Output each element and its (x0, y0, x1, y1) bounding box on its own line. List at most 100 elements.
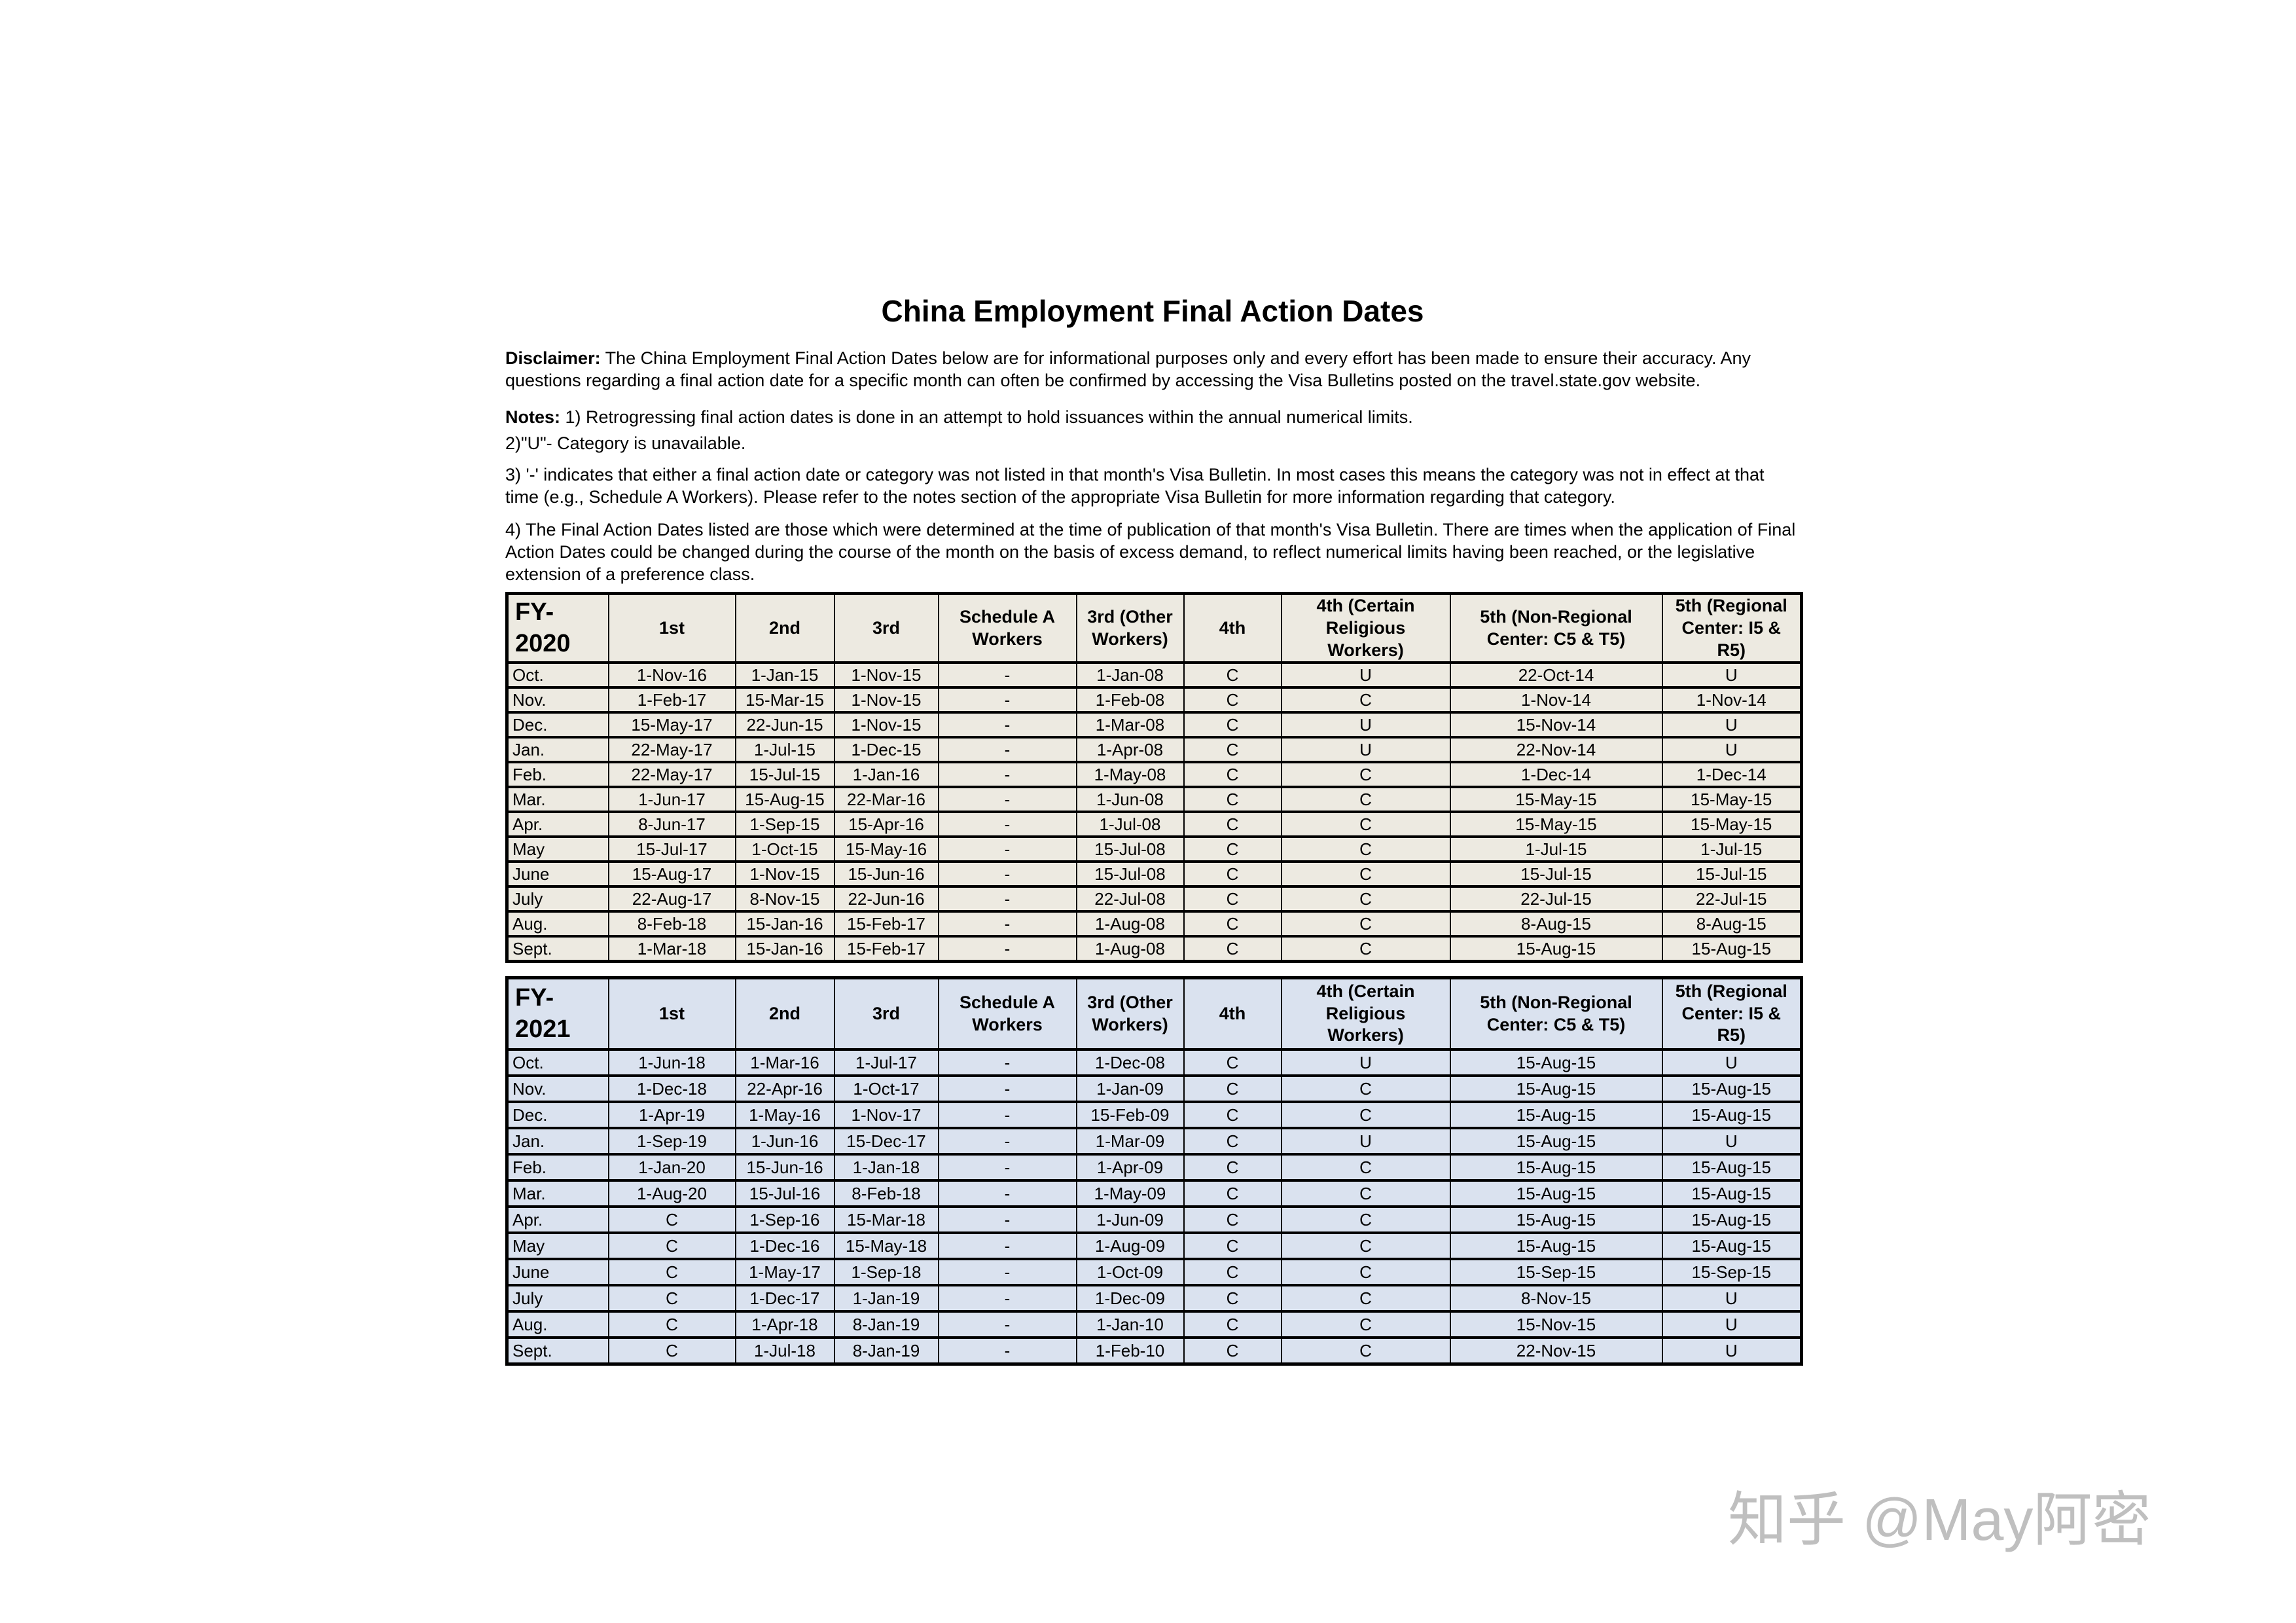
data-cell: 15-May-15 (1661, 811, 1803, 839)
data-cell: C (1183, 835, 1282, 864)
data-cell: U (1661, 661, 1803, 689)
data-cell: 15-Aug-15 (1449, 1231, 1663, 1261)
data-cell: 22-Jul-08 (1075, 885, 1185, 913)
column-header: 1st (607, 976, 736, 1051)
month-cell: Oct. (506, 661, 609, 689)
data-cell: C (1280, 1205, 1451, 1235)
month-cell: Aug. (506, 1310, 609, 1340)
column-header: 5th (Non-Regional Center: C5 & T5) (1449, 592, 1663, 665)
data-cell: 1-Jan-10 (1075, 1310, 1185, 1340)
data-cell: 15-Aug-15 (1449, 1101, 1663, 1130)
data-cell: 15-Aug-15 (1661, 1153, 1803, 1182)
data-cell: 22-Oct-14 (1449, 661, 1663, 689)
data-cell: C (607, 1231, 736, 1261)
table-row: Oct. 1-Jun-18 1-Mar-16 1-Jul-17-1-Dec-08 C U 1… (506, 1048, 1803, 1078)
data-cell: 1-Nov-14 (1449, 686, 1663, 714)
data-cell: C (1280, 1310, 1451, 1340)
month-cell: June (506, 1258, 609, 1287)
data-cell: 15-Aug-15 (1449, 1127, 1663, 1156)
note-2: 2)"U"- Category is unavailable. (505, 433, 746, 453)
data-cell: - (937, 761, 1077, 789)
data-cell: C (1280, 1153, 1451, 1182)
table-row: Nov. 1-Dec-18 22-Apr-16 1-Oct-17-1-Jan-09 C C… (506, 1074, 1803, 1104)
fy-2021-table: FY-2021 1st 2nd 3rd Schedule A Workers 3rd (O… (505, 976, 1803, 1366)
data-cell: C (1183, 686, 1282, 714)
data-cell: C (1280, 1336, 1451, 1366)
month-cell: May (506, 1231, 609, 1261)
data-cell: 15-May-15 (1449, 786, 1663, 814)
data-cell: 1-Jan-09 (1075, 1074, 1185, 1104)
data-cell: 15-Dec-17 (833, 1127, 939, 1156)
data-cell: U (1280, 736, 1451, 764)
data-cell: 1-May-08 (1075, 761, 1185, 789)
data-cell: - (937, 1258, 1077, 1287)
fiscal-year-label: FY-2020 (506, 592, 609, 665)
data-cell: 1-Nov-15 (833, 661, 939, 689)
data-cell: 1-Jun-17 (607, 786, 736, 814)
column-header: 5th (Regional Center: I5 & R5) (1661, 592, 1803, 665)
data-cell: 1-Jan-19 (833, 1284, 939, 1313)
data-cell: 22-Jul-15 (1661, 885, 1803, 913)
data-cell: C (1280, 860, 1451, 888)
data-cell: C (1183, 761, 1282, 789)
data-cell: 1-Aug-08 (1075, 910, 1185, 938)
table-row: Aug. 8-Feb-18 15-Jan-16 15-Feb-17-1-Aug-08 C… (506, 910, 1803, 938)
data-cell: 1-Jan-08 (1075, 661, 1185, 689)
data-cell: 15-Aug-15 (1661, 935, 1803, 963)
data-cell: C (1183, 1153, 1282, 1182)
data-cell: 15-Aug-15 (1661, 1205, 1803, 1235)
data-cell: 8-Nov-15 (734, 885, 835, 913)
data-cell: 1-Oct-15 (734, 835, 835, 864)
data-cell: 8-Feb-18 (607, 910, 736, 938)
data-cell: 1-Apr-08 (1075, 736, 1185, 764)
data-cell: 15-Jul-15 (1449, 860, 1663, 888)
data-cell: 1-Mar-16 (734, 1048, 835, 1078)
data-cell: 15-Jul-16 (734, 1179, 835, 1209)
data-cell: U (1280, 1048, 1451, 1078)
data-cell: - (937, 1336, 1077, 1366)
data-cell: - (937, 1048, 1077, 1078)
data-cell: 15-Aug-15 (1661, 1101, 1803, 1130)
month-cell: Jan. (506, 736, 609, 764)
table-row: Aug. C 1-Apr-18 8-Jan-19-1-Jan-10 C C 15-Nov-1… (506, 1310, 1803, 1340)
month-cell: Sept. (506, 1336, 609, 1366)
month-cell: May (506, 835, 609, 864)
data-cell: 1-Nov-15 (833, 686, 939, 714)
data-cell: U (1661, 1310, 1803, 1340)
data-cell: C (1183, 1205, 1282, 1235)
table-row: Sept. 1-Mar-18 15-Jan-16 15-Feb-17-1-Aug-08… (506, 935, 1803, 963)
data-cell: 1-Dec-18 (607, 1074, 736, 1104)
data-cell: 1-Oct-09 (1075, 1258, 1185, 1287)
data-cell: 1-Dec-17 (734, 1284, 835, 1313)
month-cell: Feb. (506, 1153, 609, 1182)
header-row: FY-2021 1st 2nd 3rd Schedule A Workers 3rd (O… (506, 976, 1803, 1051)
data-cell: U (1661, 1048, 1803, 1078)
data-cell: 15-Feb-17 (833, 935, 939, 963)
data-cell: 1-Jun-08 (1075, 786, 1185, 814)
data-cell: 1-Aug-09 (1075, 1231, 1185, 1261)
month-cell: Feb. (506, 761, 609, 789)
data-cell: - (937, 1153, 1077, 1182)
data-cell: C (1280, 1258, 1451, 1287)
data-cell: 1-Aug-20 (607, 1179, 736, 1209)
data-cell: 15-Feb-17 (833, 910, 939, 938)
table-row: Dec. 15-May-17 22-Jun-15 1-Nov-15-1-Mar-08 C… (506, 711, 1803, 739)
month-cell: Dec. (506, 1101, 609, 1130)
data-cell: C (1280, 885, 1451, 913)
month-cell: Apr. (506, 811, 609, 839)
data-cell: 1-Jun-09 (1075, 1205, 1185, 1235)
month-cell: July (506, 885, 609, 913)
data-cell: - (937, 1284, 1077, 1313)
fy-2020-table: FY-2020 1st 2nd 3rd Schedule A Workers 3rd (O… (505, 592, 1803, 963)
data-cell: 15-May-15 (1661, 786, 1803, 814)
data-cell: 15-Aug-15 (1449, 1048, 1663, 1078)
data-cell: 1-May-16 (734, 1101, 835, 1130)
data-cell: 1-Jan-18 (833, 1153, 939, 1182)
data-cell: 15-Aug-15 (1661, 1179, 1803, 1209)
data-cell: - (937, 1101, 1077, 1130)
data-cell: C (1183, 736, 1282, 764)
data-cell: U (1280, 1127, 1451, 1156)
data-cell: 15-Nov-14 (1449, 711, 1663, 739)
data-cell: C (1183, 786, 1282, 814)
data-cell: 15-Jul-08 (1075, 860, 1185, 888)
